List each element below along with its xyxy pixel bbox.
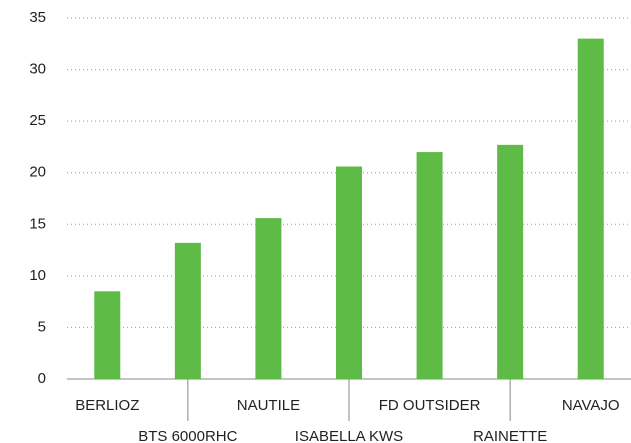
x-tick-label: BTS 6000RHC bbox=[138, 428, 237, 443]
y-tick-label: 5 bbox=[38, 318, 46, 335]
y-tick-label: 0 bbox=[38, 370, 46, 387]
bar bbox=[174, 242, 201, 379]
bar bbox=[336, 166, 362, 379]
x-tick-label: RAINETTE bbox=[473, 428, 547, 443]
x-tick-label: FD OUTSIDER bbox=[379, 397, 481, 414]
bar bbox=[416, 152, 443, 379]
y-tick-label: 10 bbox=[29, 267, 46, 284]
y-tick-label: 15 bbox=[29, 215, 46, 232]
x-tick-label: BERLIOZ bbox=[75, 397, 139, 414]
bar bbox=[94, 291, 121, 379]
x-tick-label: NAVAJO bbox=[562, 397, 620, 414]
x-tick-label: ISABELLA KWS bbox=[295, 428, 403, 443]
y-tick-label: 30 bbox=[29, 61, 46, 78]
bar bbox=[577, 38, 604, 379]
y-tick-label: 25 bbox=[29, 112, 46, 129]
x-tick-label: NAUTILE bbox=[237, 397, 300, 414]
y-tick-label: 20 bbox=[29, 164, 46, 181]
bar bbox=[497, 144, 524, 379]
y-tick-label: 35 bbox=[29, 9, 46, 26]
bar bbox=[255, 218, 282, 379]
